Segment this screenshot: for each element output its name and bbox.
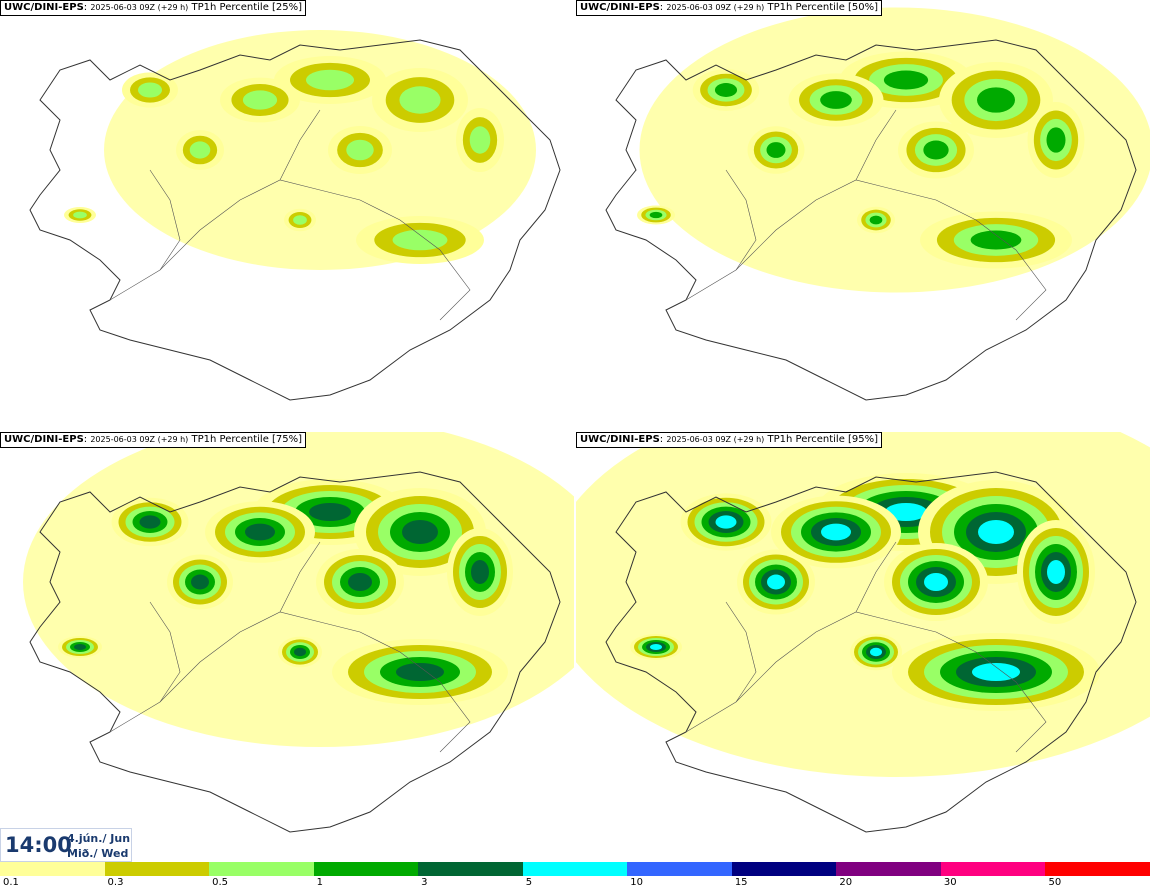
precip-area (820, 91, 852, 109)
precip-fields (64, 30, 536, 270)
precip-area (923, 140, 949, 160)
map-panel-p75: UWC/DINI-EPS: 2025-06-03 09Z (+29 h) TP1… (0, 432, 574, 862)
colorbar-segment (0, 862, 105, 876)
colorbar-segment (627, 862, 732, 876)
precip-area (402, 520, 438, 544)
colorbar-segment (313, 862, 419, 876)
precip-fields (23, 432, 574, 747)
panel-title: UWC/DINI-EPS: 2025-06-03 09Z (+29 h) TP1… (576, 0, 883, 16)
precip-area (346, 139, 374, 161)
precip-area (715, 515, 737, 529)
panel-title: UWC/DINI-EPS: 2025-06-03 09Z (+29 h) TP1… (0, 432, 307, 448)
colorbar-label: 0.1 (3, 877, 19, 888)
precip-area (294, 647, 306, 657)
colorbar-label: 50 (1048, 877, 1062, 888)
panel-title: UWC/DINI-EPS: 2025-06-03 09Z (+29 h) TP1… (576, 432, 883, 448)
precip-area (191, 574, 209, 590)
precip-area (970, 230, 1022, 250)
road-network (109, 541, 471, 753)
precip-area (883, 70, 929, 90)
map-panel-p95: UWC/DINI-EPS: 2025-06-03 09Z (+29 h) TP1… (576, 432, 1150, 862)
precip-area (869, 215, 883, 225)
road-network (685, 109, 1047, 321)
valid-time-box: 14:00 4.jún./ Jun Mið./ Wed (0, 828, 132, 862)
iceland-coastline (29, 471, 561, 833)
precip-area (767, 574, 785, 590)
precip-map (605, 7, 1150, 401)
colorbar-segment (522, 862, 628, 876)
road-network (685, 541, 1047, 753)
colorbar-label: 10 (630, 877, 643, 888)
precip-area (306, 69, 354, 91)
colorbar-label: 15 (734, 877, 748, 888)
precip-map (23, 432, 574, 833)
colorbar-label: 0.3 (107, 877, 124, 888)
colorbar-segment (940, 862, 1046, 876)
precip-map (576, 432, 1150, 833)
colorbar-segment (104, 862, 210, 876)
precip-fields (637, 7, 1150, 293)
precip-area (189, 141, 211, 159)
precip-area (309, 503, 351, 521)
precip-area (766, 142, 786, 158)
precip-area (1047, 560, 1065, 584)
colorbar-segment (731, 862, 837, 876)
precip-area (242, 90, 278, 110)
valid-date-line2: Mið./ Wed (67, 847, 129, 860)
map-panel-p25: UWC/DINI-EPS: 2025-06-03 09Z (+29 h) TP1… (0, 0, 574, 430)
panel-title: UWC/DINI-EPS: 2025-06-03 09Z (+29 h) TP1… (0, 0, 307, 16)
precip-area (870, 647, 882, 657)
precip-area (821, 523, 851, 541)
precip-area (978, 520, 1014, 544)
iceland-coastline (605, 471, 1137, 833)
precip-area (469, 126, 491, 154)
colorbar-label: 0.5 (212, 877, 228, 888)
colorbar-segment (836, 862, 941, 876)
valid-date-line1: 4.jún./ Jun (67, 832, 131, 845)
road-network (109, 109, 471, 321)
colorbar-labels: 0.1 0.3 0.5 1 3 5 10 15 20 30 50 (0, 877, 1150, 891)
iceland-coastline (605, 39, 1137, 401)
precip-area (649, 211, 663, 219)
precip-area (471, 560, 489, 584)
precip-area (1046, 127, 1066, 153)
precip-area (392, 229, 448, 251)
precip-area (138, 82, 162, 98)
precip-colorbar (0, 862, 1150, 876)
valid-time-clock: 14:00 (5, 833, 72, 857)
iceland-coastline (29, 39, 561, 401)
precip-area (885, 503, 927, 521)
colorbar-segment (418, 862, 523, 876)
precip-area (139, 515, 161, 529)
precip-area (714, 83, 738, 97)
colorbar-label: 20 (839, 877, 853, 888)
precip-area (650, 644, 662, 650)
precip-area (74, 644, 86, 650)
precip-area (245, 523, 275, 541)
precip-area (348, 573, 372, 591)
precip-area (924, 573, 948, 591)
colorbar-label: 30 (943, 877, 957, 888)
precip-area (293, 215, 307, 225)
colorbar-label: 1 (316, 877, 323, 888)
precip-fields (576, 432, 1150, 777)
map-panel-p50: UWC/DINI-EPS: 2025-06-03 09Z (+29 h) TP1… (576, 0, 1150, 430)
precip-area (73, 211, 87, 219)
colorbar-label: 3 (421, 877, 428, 888)
colorbar-segment (209, 862, 314, 876)
precip-area (396, 663, 444, 681)
precip-area (977, 87, 1015, 113)
colorbar-label: 5 (525, 877, 533, 888)
precip-area (399, 86, 441, 114)
colorbar-segment (1045, 862, 1150, 876)
precip-area (972, 663, 1020, 681)
precip-map (29, 30, 561, 401)
